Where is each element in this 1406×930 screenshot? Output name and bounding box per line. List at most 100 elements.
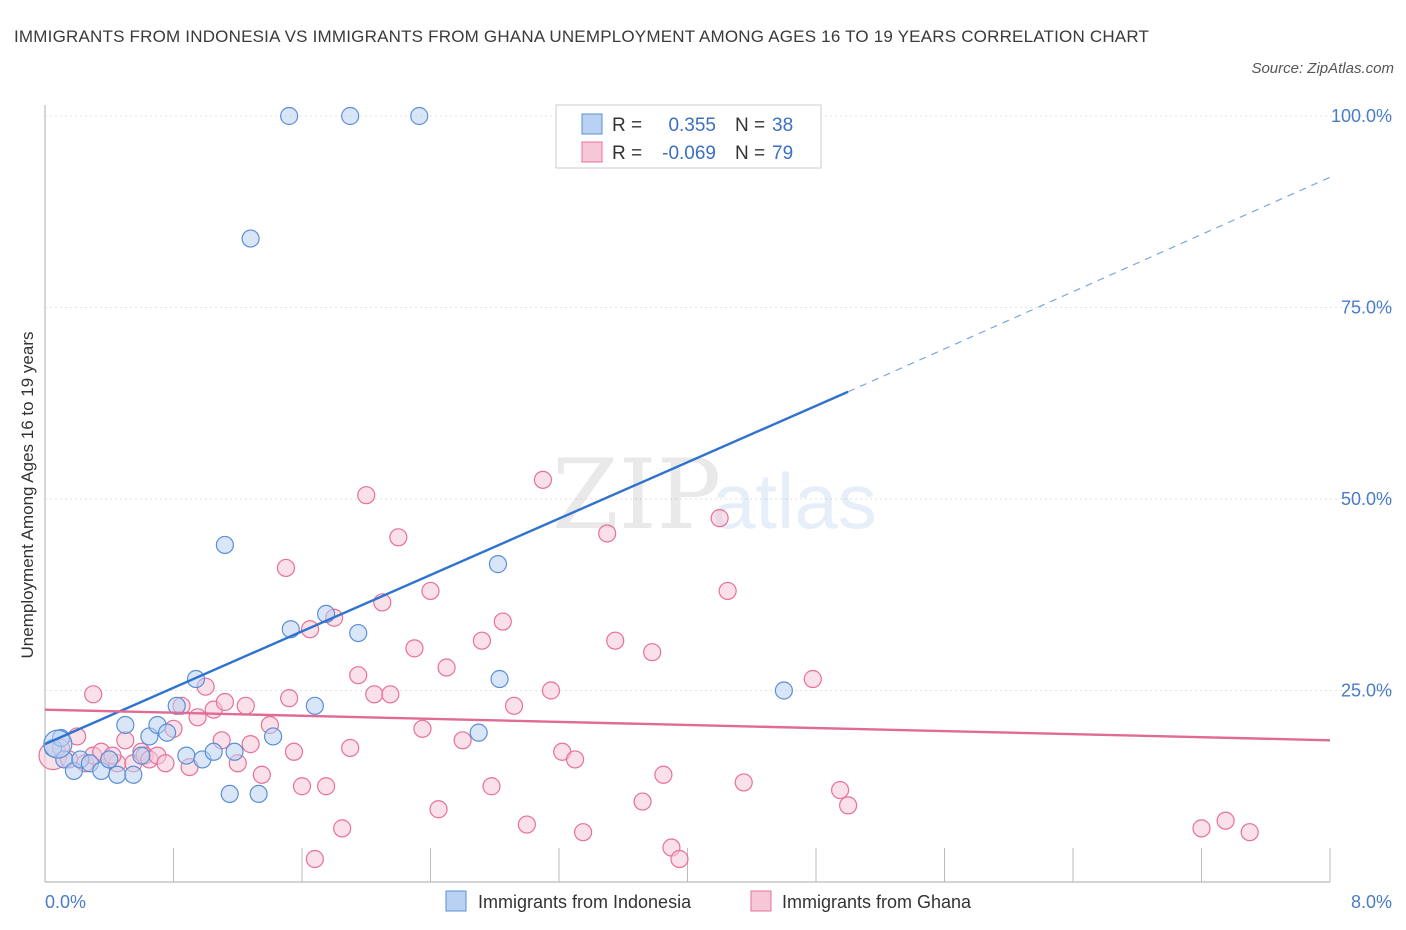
x-tick-label-max: 8.0% <box>1351 892 1392 912</box>
ghana-point <box>734 773 753 792</box>
indonesia-point <box>132 746 151 765</box>
ghana-point <box>606 631 625 650</box>
indonesia-point <box>220 784 239 804</box>
indonesia-point <box>305 696 324 715</box>
ghana-point <box>541 681 561 700</box>
indonesia-point <box>488 555 508 574</box>
watermark-zip: ZIP <box>552 439 721 551</box>
ghana-point <box>357 486 376 505</box>
ghana-point <box>241 735 260 754</box>
ghana-point <box>830 780 850 800</box>
indonesia-point <box>280 106 299 126</box>
ghana-point <box>718 581 737 601</box>
ghana-point <box>188 708 207 727</box>
indonesia-trend-line <box>44 390 849 746</box>
ghana-point <box>803 669 822 689</box>
legend-r-label-1: R = <box>612 115 642 136</box>
legend-n-value-1: 38 <box>772 115 793 136</box>
ghana-point <box>533 470 553 489</box>
indonesia-trend-extension <box>847 176 1331 393</box>
y-axis-label: Unemployment Among Ages 16 to 19 years <box>18 332 37 659</box>
ghana-point <box>236 696 255 715</box>
trend-lines <box>44 176 1331 746</box>
x-ticks <box>44 848 1331 882</box>
ghana-point <box>1192 819 1211 838</box>
ghana-point <box>365 685 384 704</box>
indonesia-point <box>215 535 234 555</box>
y-tick-label-100: 100.0% <box>1331 106 1392 126</box>
watermark-atlas: atlas <box>712 457 877 545</box>
ghana-point <box>280 689 299 708</box>
indonesia-point <box>124 765 143 784</box>
ghana-trend-line <box>44 708 1331 742</box>
y-tick-label-50: 50.0% <box>1341 489 1392 509</box>
ghana-point <box>349 666 368 685</box>
indonesia-point <box>469 723 488 742</box>
indonesia-point <box>43 729 73 759</box>
legend-r-label-2: R = <box>612 143 642 164</box>
bottom-legend-label-ghana: Immigrants from Ghana <box>782 892 972 912</box>
ghana-point <box>643 643 662 662</box>
indonesia-point <box>341 106 360 126</box>
indonesia-point <box>108 765 127 784</box>
ghana-point <box>1216 811 1235 830</box>
ghana-point <box>482 777 501 796</box>
ghana-point <box>633 792 652 811</box>
ghana-point <box>421 581 440 601</box>
y-tick-label-75: 75.0% <box>1341 298 1392 318</box>
ghana-point <box>598 524 617 543</box>
legend-r-value-2: -0.069 <box>662 143 716 164</box>
ghana-point <box>405 639 424 658</box>
grid-lines <box>45 115 1392 691</box>
watermark: ZIP atlas <box>552 439 877 551</box>
indonesia-point <box>116 715 135 735</box>
indonesia-point <box>241 229 260 248</box>
ghana-point <box>517 815 536 834</box>
indonesia-point <box>349 623 368 643</box>
legend-swatch-indonesia <box>581 113 603 135</box>
chart-title: IMMIGRANTS FROM INDONESIA VS IMMIGRANTS … <box>14 27 1150 46</box>
legend-swatch-ghana <box>581 141 603 163</box>
ghana-point <box>284 742 304 761</box>
y-tick-labels: 25.0% 50.0% 75.0% 100.0% <box>1331 106 1392 701</box>
stats-legend: R = 0.355 N = 38 R = -0.069 N = 79 <box>555 104 822 169</box>
indonesia-point <box>157 723 177 742</box>
indonesia-point <box>249 784 268 804</box>
ghana-point <box>710 509 729 528</box>
ghana-point <box>305 849 324 869</box>
x-tick-label-min: 0.0% <box>45 892 86 912</box>
indonesia-point <box>774 681 793 700</box>
indonesia-point <box>167 696 186 715</box>
ghana-point <box>215 692 234 712</box>
ghana-point <box>316 777 336 796</box>
indonesia-point <box>263 727 283 746</box>
bottom-legend-swatch-indonesia <box>445 890 467 912</box>
ghana-point <box>573 823 593 842</box>
ghana-point <box>493 612 512 631</box>
indonesia-point <box>204 742 223 761</box>
ghana-point <box>333 819 352 838</box>
bottom-legend: Immigrants from Indonesia Immigrants fro… <box>445 890 972 912</box>
ghana-point <box>472 631 491 650</box>
ghana-point <box>670 849 689 869</box>
bottom-legend-label-indonesia: Immigrants from Indonesia <box>478 892 692 912</box>
ghana-point <box>839 796 858 815</box>
ghana-point <box>453 731 472 750</box>
legend-r-value-1: 0.355 <box>668 115 716 136</box>
indonesia-point <box>225 742 244 761</box>
ghana-point <box>252 765 271 784</box>
ghana-point <box>504 696 524 715</box>
ghana-point <box>565 750 585 769</box>
ghana-point <box>389 528 408 547</box>
ghana-point <box>654 765 673 784</box>
ghana-point <box>156 754 175 773</box>
ghana-point <box>437 658 456 677</box>
indonesia-point <box>100 750 119 769</box>
source-label: Source: ZipAtlas.com <box>1251 60 1394 77</box>
ghana-point <box>1240 823 1259 842</box>
legend-n-label-2: N = <box>735 143 765 164</box>
y-tick-label-25: 25.0% <box>1341 681 1392 701</box>
ghana-point <box>429 800 448 819</box>
legend-n-value-2: 79 <box>772 143 793 164</box>
